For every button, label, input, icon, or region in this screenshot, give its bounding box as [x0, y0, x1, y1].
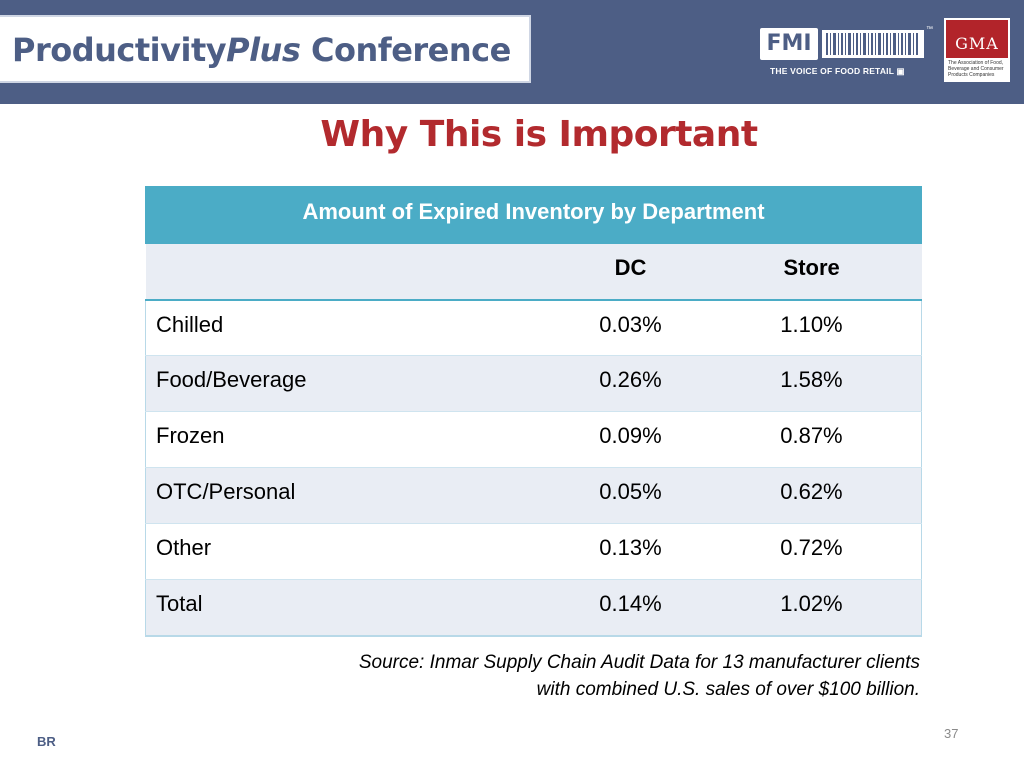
table-row: Frozen 0.09% 0.87% [145, 411, 922, 468]
header-banner: ProductivityPlus Conference FMI [0, 0, 1024, 104]
presenter-initials: BR [37, 734, 56, 749]
column-header [145, 243, 483, 301]
column-header-store: Store [701, 243, 922, 301]
table-row: Chilled 0.03% 1.10% [145, 299, 922, 356]
department-cell: Frozen [145, 411, 483, 468]
gma-tagline: The Association of Food, Beverage and Co… [948, 60, 1004, 78]
source-line-1: Source: Inmar Supply Chain Audit Data fo… [358, 652, 920, 673]
table-header-row: DC Store [145, 243, 922, 301]
table-row: OTC/Personal 0.05% 0.62% [145, 467, 922, 524]
trademark-mark: ™ [926, 26, 933, 33]
department-cell: Total [145, 579, 483, 637]
fmi-logo: FMI ™ THE VOICE OF FOOD RETAIL ▣ [760, 26, 933, 82]
table-row: Food/Beverage 0.26% 1.58% [145, 355, 922, 412]
barcode-icon [822, 30, 924, 58]
dc-cell: 0.26% [482, 355, 702, 412]
fmi-tagline: THE VOICE OF FOOD RETAIL ▣ [770, 66, 905, 76]
department-cell: Chilled [145, 299, 483, 356]
department-cell: OTC/Personal [145, 467, 483, 524]
dc-cell: 0.03% [482, 299, 702, 356]
fmi-logo-box: FMI [760, 28, 818, 60]
dc-cell: 0.05% [482, 467, 702, 524]
conference-title: ProductivityPlus Conference [12, 31, 511, 69]
fmi-logo-text: FMI [766, 31, 812, 56]
gma-logo-mark [946, 20, 1008, 58]
table-caption: Amount of Expired Inventory by Departmen… [145, 186, 922, 244]
slide-title: Why This is Important [320, 114, 758, 155]
table-row-total: Total 0.14% 1.02% [145, 579, 922, 637]
store-cell: 0.87% [701, 411, 922, 468]
gma-logo-text: GMA [955, 34, 999, 53]
source-line-2: with combined U.S. sales of over $100 bi… [536, 679, 920, 700]
dc-cell: 0.14% [482, 579, 702, 637]
store-cell: 1.58% [701, 355, 922, 412]
source-note: Source: Inmar Supply Chain Audit Data fo… [150, 649, 920, 703]
store-cell: 1.02% [701, 579, 922, 637]
store-cell: 1.10% [701, 299, 922, 356]
gma-logo: GMA The Association of Food, Beverage an… [944, 18, 1010, 82]
department-cell: Other [145, 523, 483, 580]
column-header-dc: DC [482, 243, 702, 301]
table-caption-row: Amount of Expired Inventory by Departmen… [145, 186, 922, 244]
dc-cell: 0.09% [482, 411, 702, 468]
cart-icon: ▣ [896, 66, 905, 76]
store-cell: 0.62% [701, 467, 922, 524]
dc-cell: 0.13% [482, 523, 702, 580]
expired-inventory-table: Amount of Expired Inventory by Departmen… [145, 186, 922, 637]
conference-title-box: ProductivityPlus Conference [0, 15, 531, 83]
department-cell: Food/Beverage [145, 355, 483, 412]
page-number: 37 [944, 726, 959, 741]
table-row: Other 0.13% 0.72% [145, 523, 922, 580]
store-cell: 0.72% [701, 523, 922, 580]
